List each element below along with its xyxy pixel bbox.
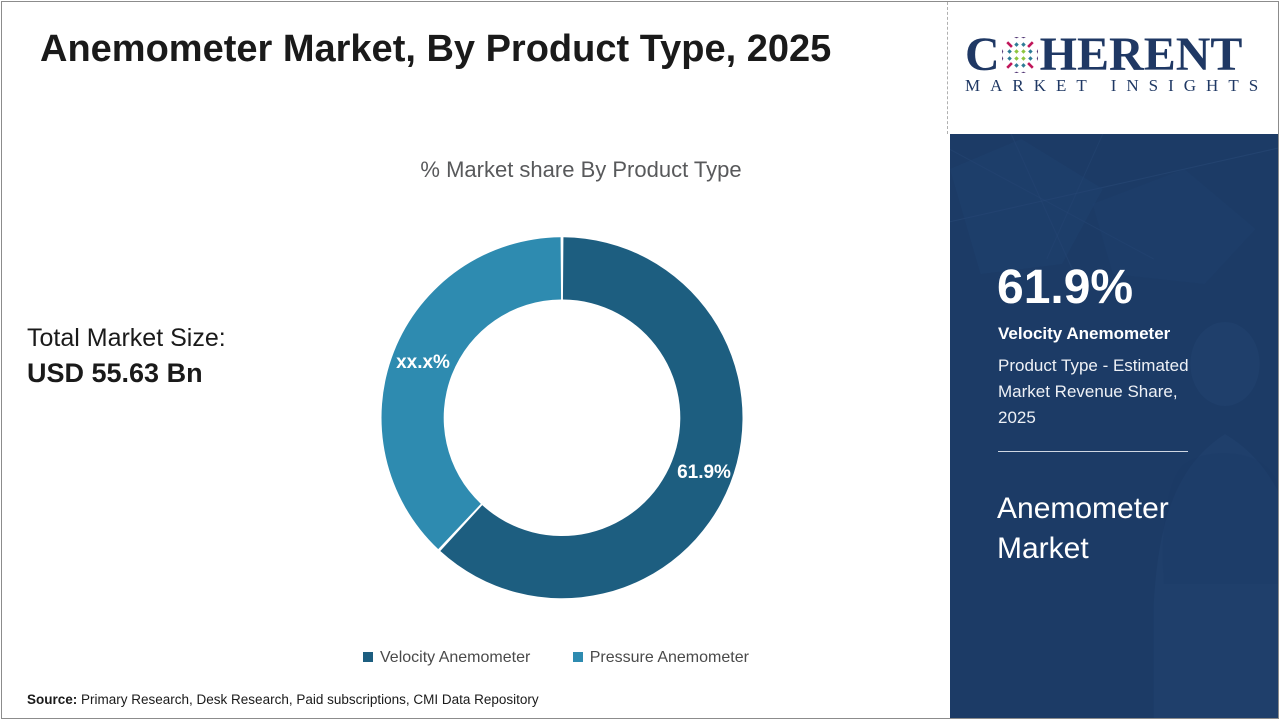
- svg-text:xx.x%: xx.x%: [396, 352, 450, 373]
- svg-text:61.9%: 61.9%: [677, 462, 731, 483]
